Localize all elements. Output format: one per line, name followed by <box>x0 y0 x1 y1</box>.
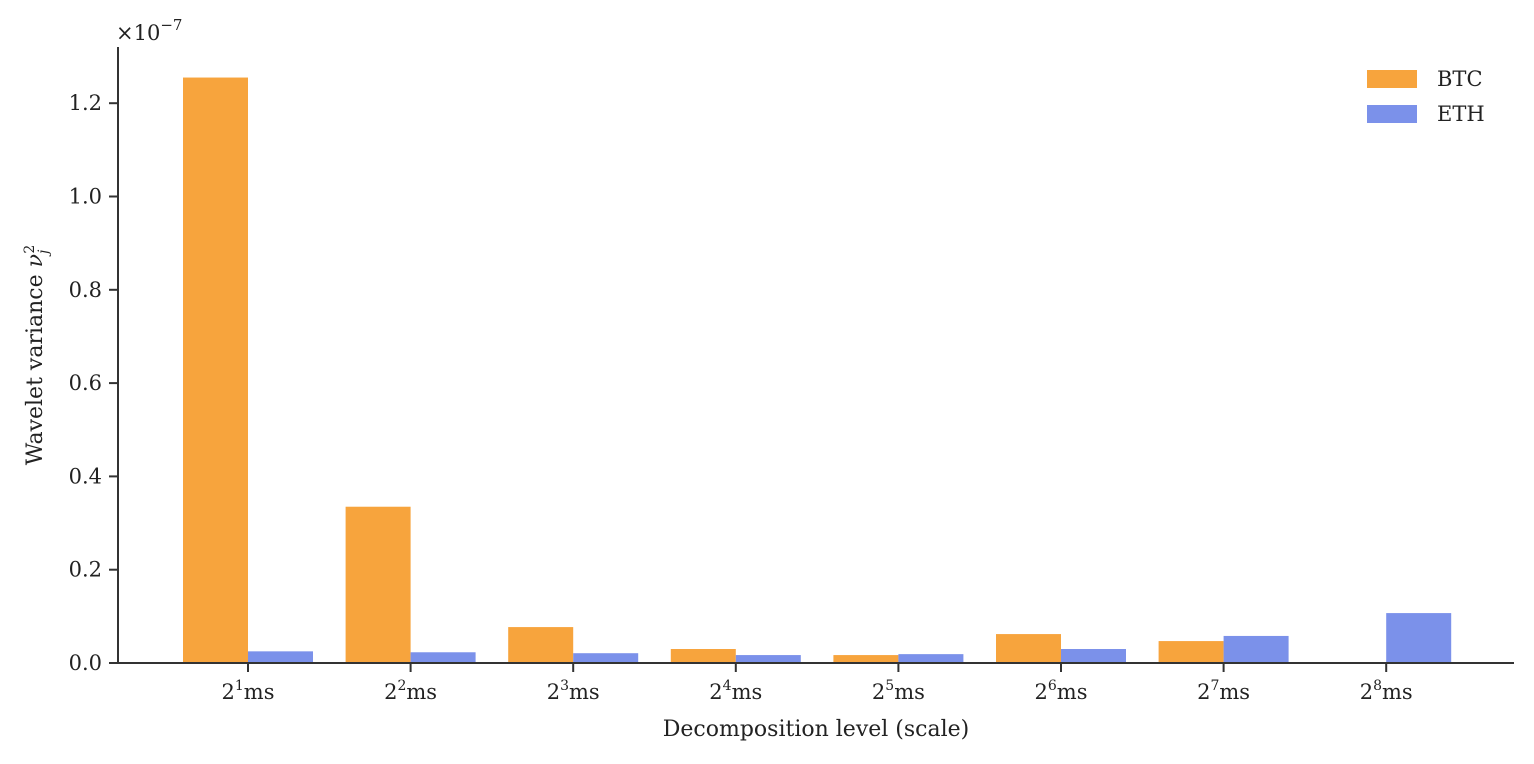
bars-group <box>183 77 1452 664</box>
x-tick-label: 26ms <box>1035 678 1088 704</box>
y-axis-label: Wavelet variance νj2 <box>22 245 52 466</box>
y-tick-label: 0.2 <box>69 558 102 582</box>
bar-btc <box>670 649 736 663</box>
y-tick-label: 0.0 <box>69 651 102 675</box>
bar-eth <box>248 651 313 663</box>
bar-btc <box>345 506 411 663</box>
y-tick-label: 0.4 <box>69 464 102 488</box>
x-tick-label: 27ms <box>1197 678 1250 704</box>
bar-btc <box>996 634 1061 663</box>
legend-swatch-eth <box>1367 105 1417 123</box>
bar-eth <box>1223 635 1289 663</box>
y-tick-label: 0.6 <box>69 371 102 395</box>
bar-eth <box>410 652 476 663</box>
y-tick-label: 1.2 <box>69 91 102 115</box>
x-tick-label: 23ms <box>547 678 600 704</box>
bar-btc <box>508 627 574 663</box>
x-tick-label: 22ms <box>384 678 437 704</box>
x-tick-label: 28ms <box>1360 678 1413 704</box>
x-axis-label: Decomposition level (scale) <box>663 717 970 742</box>
bar-eth <box>1061 649 1126 663</box>
x-tick-label: 24ms <box>709 678 762 704</box>
bar-eth <box>573 653 639 663</box>
y-tick-label: 1.0 <box>69 185 102 209</box>
bar-eth <box>1386 613 1452 663</box>
y-multiplier-label: ×10−7 <box>116 16 182 45</box>
legend-label-eth: ETH <box>1437 102 1485 126</box>
legend: BTC ETH <box>1367 67 1485 126</box>
bar-btc <box>183 77 248 664</box>
bar-btc <box>1158 641 1224 663</box>
legend-swatch-btc <box>1367 70 1417 88</box>
legend-label-btc: BTC <box>1437 67 1483 91</box>
bar-btc <box>833 655 899 663</box>
x-axis: 21ms 22ms 23ms 24ms 25ms 26ms 27ms 28ms <box>117 662 1514 704</box>
bar-eth <box>735 655 801 663</box>
y-axis: 0.0 0.2 0.4 0.6 0.8 1.0 1.2 <box>69 47 119 675</box>
y-tick-label: 0.8 <box>69 278 102 302</box>
x-tick-label: 25ms <box>872 678 925 704</box>
x-tick-label: 21ms <box>222 678 275 704</box>
bar-eth <box>898 654 964 663</box>
